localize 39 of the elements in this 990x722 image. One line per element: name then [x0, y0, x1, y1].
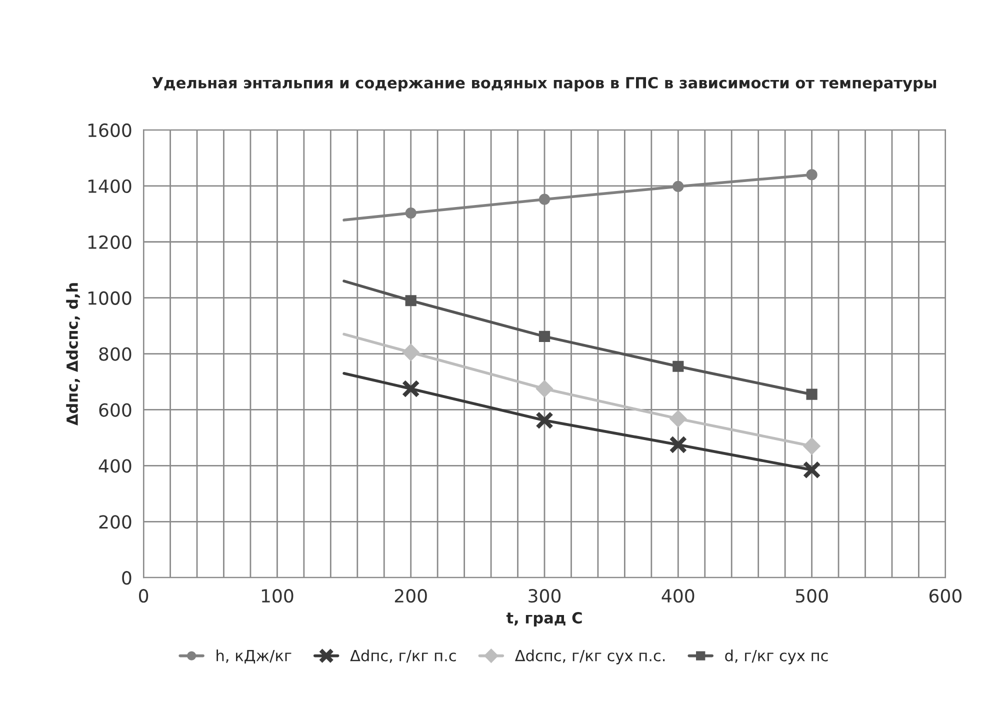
point	[672, 180, 684, 192]
legend-label: Δdcпс, г/кг сух п.с.	[514, 650, 665, 664]
point	[538, 330, 550, 342]
point	[405, 207, 416, 219]
x-tick-label: 100	[262, 589, 294, 603]
y-tick-label: 1200	[88, 235, 132, 249]
x-tick-label: 600	[929, 589, 962, 603]
x-tick-label: 500	[796, 589, 828, 603]
y-axis-title: Δdпс, Δdcпс, d,h	[66, 283, 80, 426]
y-tick-label: 1400	[88, 179, 132, 194]
x-tick-label: 400	[662, 589, 694, 603]
legend-label: h, кДж/кг	[216, 650, 292, 664]
y-tick-label: 1000	[88, 291, 132, 305]
point	[402, 344, 420, 361]
y-tick-label: 400	[98, 459, 132, 473]
y-tick-label: 0	[122, 571, 132, 585]
point	[670, 410, 687, 428]
point	[669, 436, 688, 454]
point	[536, 380, 554, 398]
point	[402, 380, 420, 398]
y-tick-label: 800	[99, 347, 132, 361]
point	[806, 388, 818, 400]
x-tick-label: 0	[138, 589, 148, 603]
y-tick-label: 200	[99, 515, 132, 529]
x-tick-label: 200	[394, 589, 427, 603]
point	[803, 438, 820, 455]
point	[806, 169, 818, 180]
point	[672, 360, 684, 372]
point	[535, 411, 554, 430]
point	[538, 194, 550, 205]
x-axis-title: t, град С	[506, 612, 582, 627]
y-tick-label: 600	[99, 403, 132, 417]
chart-title: Удельная энтальпия и содержание водяных паров в ГПС в зависимости от температуры	[152, 76, 936, 92]
x-tick-label: 300	[528, 589, 561, 603]
legend-label: Δdпс, г/кг п.с	[350, 650, 456, 663]
y-tick-label: 1600	[88, 123, 132, 138]
point	[802, 460, 821, 479]
point	[405, 295, 416, 306]
legend-label: d, г/кг сух пс	[725, 650, 828, 664]
